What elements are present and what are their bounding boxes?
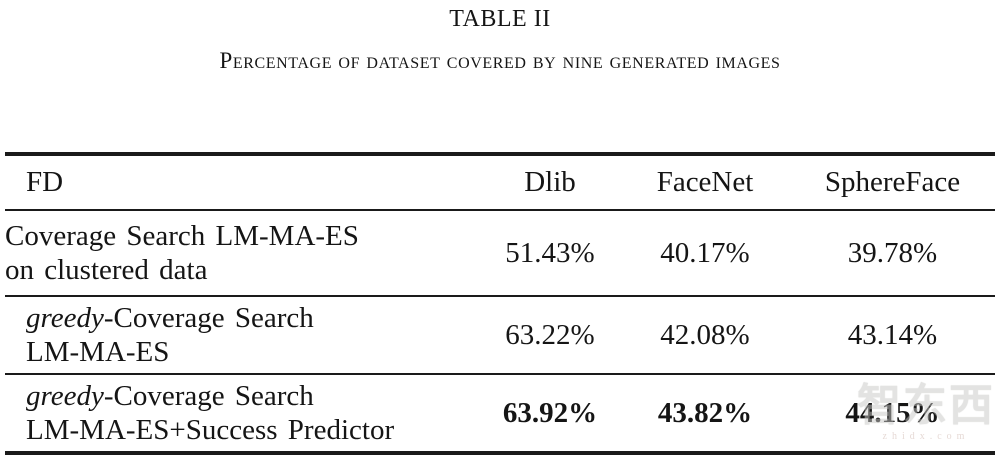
value-cell: 51.43% xyxy=(505,236,595,269)
row-label-line1: greedy-Coverage Search xyxy=(26,301,480,335)
table-row: greedy-Coverage Search LM-MA-ES+Success … xyxy=(5,373,995,453)
row-label-text: -Coverage Search xyxy=(103,302,314,334)
row-label-line2: LM-MA-ES+Success Predictor xyxy=(26,414,395,446)
value-cell: 43.82% xyxy=(620,373,790,453)
value-cell: 43.14% xyxy=(790,295,995,374)
column-header-fd: FD xyxy=(5,154,480,211)
row-label-cell: greedy-Coverage Search LM-MA-ES xyxy=(5,295,480,374)
row-label-italic: greedy xyxy=(26,380,104,412)
results-table-wrapper: FD Dlib FaceNet SphereFace Coverage Sear… xyxy=(5,152,995,455)
table-row: Coverage Search LM-MA-ES on clustered da… xyxy=(5,210,995,296)
row-label-line2: LM-MA-ES xyxy=(26,336,170,368)
column-header-sphereface: SphereFace xyxy=(790,154,995,211)
value-cell: 40.17% xyxy=(660,236,750,269)
header-row: FD Dlib FaceNet SphereFace xyxy=(5,154,995,211)
value-cell: 39.78% xyxy=(847,236,938,269)
row-label-line1: Coverage Search LM-MA-ES xyxy=(5,219,480,253)
row-label-text: -Coverage Search xyxy=(103,380,314,412)
column-header-facenet: FaceNet xyxy=(620,154,790,211)
results-table: FD Dlib FaceNet SphereFace Coverage Sear… xyxy=(5,152,995,455)
table-number: TABLE II xyxy=(449,6,551,32)
table-row: greedy-Coverage Search LM-MA-ES 63.22% 4… xyxy=(5,295,995,374)
row-label-line1: greedy-Coverage Search xyxy=(26,379,480,413)
value-cell: 42.08% xyxy=(620,295,790,374)
row-label-cell: greedy-Coverage Search LM-MA-ES+Success … xyxy=(5,373,480,453)
row-label-cell: Coverage Search LM-MA-ES on clustered da… xyxy=(5,210,480,296)
row-label-line2: on clustered data xyxy=(5,254,208,286)
value-cell: 63.92% xyxy=(480,373,620,453)
table-caption: Percentage of dataset covered by nine ge… xyxy=(219,48,781,73)
row-label-text: Coverage Search LM-MA-ES xyxy=(5,220,359,252)
value-cell: 44.15% xyxy=(790,373,995,453)
value-cell: 63.22% xyxy=(480,295,620,374)
column-header-dlib: Dlib xyxy=(480,154,620,211)
row-label-italic: greedy xyxy=(26,302,104,334)
